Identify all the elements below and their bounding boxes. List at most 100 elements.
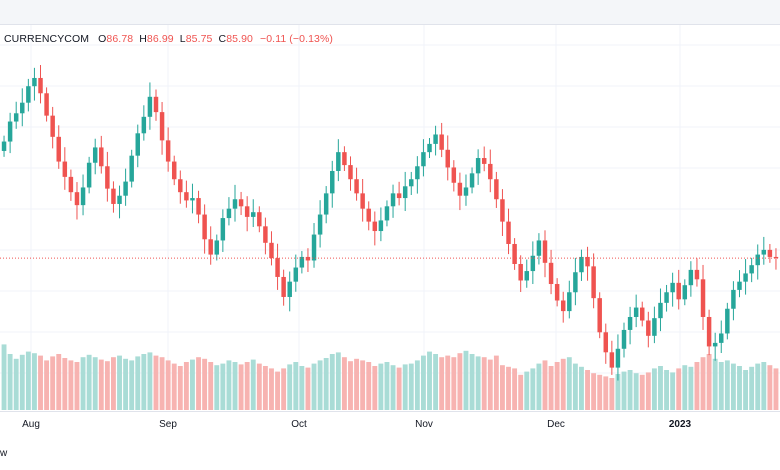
volume-bar <box>299 366 305 410</box>
candle-body <box>378 220 384 232</box>
candle-body <box>469 173 475 188</box>
candle-body <box>530 255 536 272</box>
volume-bar <box>38 355 43 410</box>
volume-bar <box>493 355 499 410</box>
volume-bar <box>165 360 171 410</box>
volume-bar <box>645 372 651 410</box>
volume-bar <box>451 357 457 410</box>
volume-bar <box>500 365 505 410</box>
candle-body <box>506 221 511 244</box>
candle-body <box>360 193 365 209</box>
candle-body <box>615 348 621 368</box>
candle-body <box>415 166 420 180</box>
volume-bar <box>44 360 50 410</box>
candle-body <box>421 152 426 167</box>
candle-body <box>451 167 457 183</box>
volume-bar <box>202 358 208 410</box>
candle-body <box>135 133 140 156</box>
volume-bar <box>524 371 530 410</box>
candle-body <box>536 240 542 256</box>
volume-bar <box>104 361 110 410</box>
volume-bar <box>13 358 19 410</box>
volume-bar <box>226 360 232 410</box>
volume-bar <box>220 363 226 410</box>
candle-body <box>330 170 335 194</box>
volume-bar <box>317 360 323 410</box>
high-label: H <box>139 33 147 45</box>
volume-bar <box>329 354 335 410</box>
volume-bar <box>463 350 469 410</box>
volume-bar <box>141 354 147 410</box>
candle-body <box>682 285 688 300</box>
volume-bar <box>390 365 396 410</box>
volume-bar <box>354 358 360 410</box>
candle-body <box>767 249 773 257</box>
candle-body <box>646 320 651 336</box>
volume-bar <box>773 368 779 410</box>
candle-body <box>560 300 566 312</box>
volume-bar <box>724 360 730 410</box>
volume-bar <box>293 362 299 410</box>
volume-bar <box>117 355 122 410</box>
volume-bar <box>566 357 572 410</box>
candle-body <box>99 147 104 167</box>
volume-bar <box>311 363 317 410</box>
volume-bar <box>80 357 86 410</box>
candle-body <box>342 152 347 166</box>
candle-body <box>226 208 232 219</box>
volume-bar <box>250 359 256 410</box>
x-tick-oct: Oct <box>291 419 307 430</box>
candle-body <box>609 352 615 368</box>
candle-body <box>62 161 68 177</box>
candle-body <box>603 332 609 353</box>
open-label: O <box>98 33 107 45</box>
candle-body <box>153 96 159 113</box>
volume-bar <box>177 366 183 410</box>
volume-bar <box>408 363 414 410</box>
volume-bar <box>360 360 366 410</box>
candle-body <box>445 149 450 168</box>
ohlc-legend: CURRENCYCOM O86.78 H86.99 L85.75 C85.90 … <box>4 33 333 45</box>
volume-bar <box>153 355 159 410</box>
candle-body <box>1 141 7 151</box>
candle-body <box>92 147 98 163</box>
candle-body <box>32 77 37 87</box>
candle-body <box>44 93 49 116</box>
candle-body <box>366 208 371 222</box>
volume-bar <box>481 357 487 410</box>
volume-bar <box>755 363 761 410</box>
candle-body <box>13 113 19 122</box>
candle-body <box>354 179 359 194</box>
candle-body <box>123 181 128 196</box>
volume-bar <box>196 357 201 410</box>
candle-body <box>68 176 74 193</box>
volume-bar <box>761 362 767 410</box>
volume-bar <box>323 358 329 410</box>
candle-body <box>749 265 754 274</box>
volume-bar <box>670 372 676 410</box>
volume-bar <box>275 371 280 410</box>
volume-bar <box>512 368 518 410</box>
volume-bar <box>554 362 560 410</box>
volume-bar <box>269 368 274 410</box>
volume-bar <box>50 356 56 410</box>
high-value: 86.99 <box>146 33 174 45</box>
candle-body <box>719 333 724 343</box>
volume-bar <box>19 354 25 410</box>
volume-bar <box>700 357 706 410</box>
candle-body <box>147 96 153 117</box>
volume-bar <box>56 354 62 410</box>
volume-bar <box>123 358 129 410</box>
candle-body <box>409 179 414 187</box>
volume-bar <box>597 374 603 410</box>
candle-body <box>731 289 736 309</box>
candle-body <box>658 302 663 319</box>
volume-bar <box>384 362 390 410</box>
volume-bar <box>688 366 694 410</box>
candle-body <box>402 186 408 199</box>
volume-bar <box>92 357 98 410</box>
volume-bar <box>658 366 663 410</box>
close-value: 85.90 <box>226 33 253 45</box>
candle-body <box>184 192 189 201</box>
